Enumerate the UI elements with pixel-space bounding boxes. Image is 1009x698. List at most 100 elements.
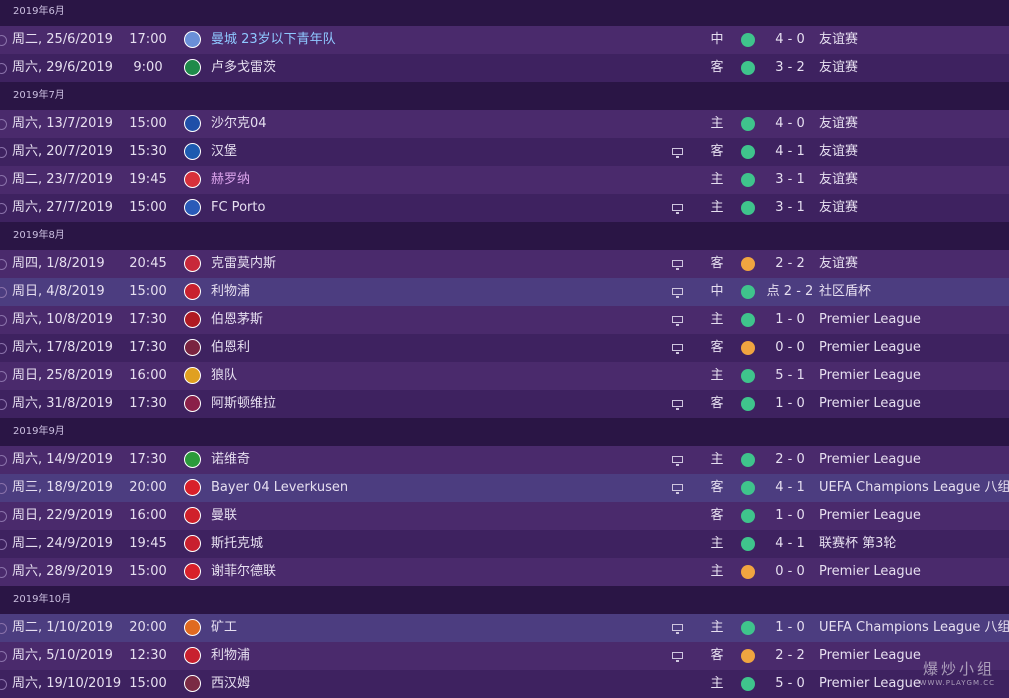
favourite-icon[interactable] [0,63,7,74]
competition: 联赛杯 第3轮 [819,536,897,551]
club-badge [184,59,201,76]
score: 3 - 2 [775,60,805,75]
match-date: 周六, 27/7/2019 [12,200,113,215]
favourite-icon[interactable] [0,315,7,326]
opponent[interactable]: 利物浦 [211,284,251,299]
favourite-icon[interactable] [0,175,7,186]
fixture-row[interactable]: 周六, 13/7/2019 15:00 沙尔克04 主 4 - 0 友谊赛 [0,110,1009,138]
favourite-icon[interactable] [0,539,7,550]
club-badge [184,563,201,580]
favourite-icon[interactable] [0,623,7,634]
fixture-row[interactable]: 周日, 22/9/2019 16:00 曼联 客 1 - 0 Premier League [0,502,1009,530]
favourite-icon[interactable] [0,119,7,130]
fixture-row[interactable]: 周日, 4/8/2019 15:00 利物浦 中 点 2 - 2 社区盾杯 [0,278,1009,306]
favourite-icon[interactable] [0,343,7,354]
club-badge [184,451,201,468]
fixture-row[interactable]: 周二, 25/6/2019 17:00 曼城 23岁以下青年队 中 4 - 0 友谊赛 [0,26,1009,54]
competition: Premier League [819,368,921,383]
opponent[interactable]: 阿斯顿维拉 [211,396,277,411]
opponent[interactable]: 伯恩茅斯 [211,312,264,327]
fixture-row[interactable]: 周六, 29/6/2019 9:00 卢多戈雷茨 客 3 - 2 友谊赛 [0,54,1009,82]
fixture-row[interactable]: 周四, 1/8/2019 20:45 克雷莫内斯 客 2 - 2 友谊赛 [0,250,1009,278]
favourite-icon[interactable] [0,679,7,690]
opponent[interactable]: 汉堡 [211,144,238,159]
opponent[interactable]: 利物浦 [211,648,251,663]
score: 点 2 - 2 [766,284,814,299]
opponent[interactable]: 卢多戈雷茨 [211,60,277,75]
opponent[interactable]: 西汉姆 [211,676,251,691]
fixture-row[interactable]: 周六, 20/7/2019 15:30 汉堡 客 4 - 1 友谊赛 [0,138,1009,166]
club-badge [184,619,201,636]
club-badge [184,199,201,216]
club-badge [184,367,201,384]
opponent[interactable]: 狼队 [211,368,238,383]
result-indicator [741,257,755,271]
competition: Premier League [819,396,921,411]
kickoff-time: 17:30 [129,340,167,355]
fixture-row[interactable]: 周六, 5/10/2019 12:30 利物浦 客 2 - 2 Premier Leagu… [0,642,1009,670]
club-badge [184,535,201,552]
venue: 主 [710,172,724,187]
fixture-row[interactable]: 周六, 31/8/2019 17:30 阿斯顿维拉 客 1 - 0 Premier Lea… [0,390,1009,418]
favourite-icon[interactable] [0,147,7,158]
score: 1 - 0 [775,312,805,327]
venue: 客 [710,396,724,411]
fixture-row[interactable]: 周六, 19/10/2019 15:00 西汉姆 主 5 - 0 Premier Leag… [0,670,1009,698]
opponent[interactable]: 曼城 23岁以下青年队 [211,32,336,47]
favourite-icon[interactable] [0,483,7,494]
favourite-icon[interactable] [0,35,7,46]
opponent[interactable]: 沙尔克04 [211,116,267,131]
favourite-icon[interactable] [0,287,7,298]
score: 1 - 0 [775,508,805,523]
opponent[interactable]: Bayer 04 Leverkusen [211,480,349,495]
competition: 友谊赛 [819,32,859,47]
favourite-icon[interactable] [0,203,7,214]
favourite-icon[interactable] [0,511,7,522]
kickoff-time: 16:00 [129,368,167,383]
result-indicator [741,145,755,159]
opponent[interactable]: 斯托克城 [211,536,264,551]
favourite-icon[interactable] [0,651,7,662]
fixture-row[interactable]: 周二, 23/7/2019 19:45 赫罗纳 主 3 - 1 友谊赛 [0,166,1009,194]
fixture-row[interactable]: 周六, 27/7/2019 15:00 FC Porto 主 3 - 1 友谊赛 [0,194,1009,222]
opponent[interactable]: 谢菲尔德联 [211,564,277,579]
match-date: 周六, 17/8/2019 [12,340,113,355]
competition: Premier League [819,312,921,327]
favourite-icon[interactable] [0,399,7,410]
fixture-row[interactable]: 周六, 14/9/2019 17:30 诺维奇 主 2 - 0 Premier Leagu… [0,446,1009,474]
opponent[interactable]: 曼联 [211,508,238,523]
kickoff-time: 20:45 [129,256,167,271]
result-indicator [741,677,755,691]
competition: Premier League [819,452,921,467]
kickoff-time: 19:45 [129,536,167,551]
competition: Premier League [819,508,921,523]
watermark-title: 爆炒小组 [922,660,995,678]
fixture-row[interactable]: 周三, 18/9/2019 20:00 Bayer 04 Leverkusen 客 4 … [0,474,1009,502]
tv-icon [672,148,683,158]
opponent[interactable]: 赫罗纳 [211,172,251,187]
tv-icon [672,484,683,494]
venue: 主 [710,368,724,383]
opponent[interactable]: 矿工 [211,620,238,635]
favourite-icon[interactable] [0,259,7,270]
score: 2 - 2 [775,256,805,271]
opponent[interactable]: 诺维奇 [211,452,251,467]
fixture-row[interactable]: 周六, 17/8/2019 17:30 伯恩利 客 0 - 0 Premier Leagu… [0,334,1009,362]
favourite-icon[interactable] [0,371,7,382]
opponent[interactable]: 伯恩利 [211,340,251,355]
favourite-icon[interactable] [0,567,7,578]
fixture-row[interactable]: 周六, 10/8/2019 17:30 伯恩茅斯 主 1 - 0 Premier Leag… [0,306,1009,334]
opponent[interactable]: 克雷莫内斯 [211,256,277,271]
match-date: 周二, 24/9/2019 [12,536,113,551]
fixture-row[interactable]: 周二, 24/9/2019 19:45 斯托克城 主 4 - 1 联赛杯 第3轮 [0,530,1009,558]
kickoff-time: 20:00 [129,620,167,635]
opponent[interactable]: FC Porto [211,200,266,215]
tv-icon [672,652,683,662]
fixture-row[interactable]: 周二, 1/10/2019 20:00 矿工 主 1 - 0 UEFA Champions… [0,614,1009,642]
score: 4 - 1 [775,480,805,495]
fixture-row[interactable]: 周日, 25/8/2019 16:00 狼队 主 5 - 1 Premier League [0,362,1009,390]
favourite-icon[interactable] [0,455,7,466]
kickoff-time: 15:00 [129,200,167,215]
kickoff-time: 15:30 [129,144,167,159]
fixture-row[interactable]: 周六, 28/9/2019 15:00 谢菲尔德联 主 0 - 0 Premier Lea… [0,558,1009,586]
